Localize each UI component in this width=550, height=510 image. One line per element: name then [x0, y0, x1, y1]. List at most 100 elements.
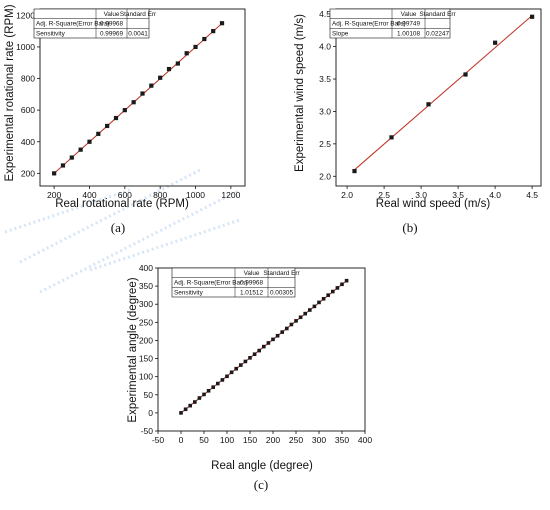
data-point — [344, 278, 349, 283]
data-point — [298, 315, 303, 320]
panel-caption: (b) — [402, 220, 417, 235]
y-tick-label: 100 — [139, 372, 153, 382]
data-point — [211, 29, 216, 34]
data-point — [193, 44, 198, 50]
x-tick-label: 800 — [153, 190, 167, 200]
x-axis-label: Real wind speed (m/s) — [376, 198, 491, 210]
data-point — [96, 131, 101, 136]
fit-table-cell: 1.01512 — [240, 289, 264, 296]
y-tick-label: -50 — [141, 426, 154, 436]
data-point — [317, 300, 321, 305]
fit-table-cell: 0.0041 — [128, 30, 148, 37]
data-point — [321, 296, 326, 301]
watermark-streak — [19, 168, 201, 264]
y-tick-label: 800 — [21, 74, 35, 84]
data-point — [294, 319, 298, 323]
data-point — [229, 370, 234, 375]
x-tick-label: 2.0 — [341, 190, 353, 200]
x-tick-label: 100 — [220, 435, 234, 445]
x-tick-label: 200 — [266, 435, 280, 445]
y-axis-label: Experimental angle (degree) — [127, 277, 139, 422]
data-point — [219, 21, 225, 26]
x-tick-label: 150 — [243, 435, 257, 445]
data-point — [78, 147, 83, 152]
fit-table: Value Standard Err Adj. R-Square(Error Bar… — [329, 8, 456, 39]
x-tick-label: 250 — [289, 435, 303, 445]
y-tick-label: 4.5 — [319, 9, 331, 19]
data-point — [206, 388, 211, 393]
data-point — [280, 330, 284, 334]
data-point — [335, 286, 340, 290]
data-point — [105, 123, 110, 129]
y-tick-label: 200 — [139, 335, 153, 345]
y-tick-label: 0 — [148, 408, 153, 418]
y-tick-label: 350 — [139, 281, 153, 291]
x-tick-label: 600 — [118, 190, 132, 200]
fit-table-cell: 0.99968 — [240, 280, 264, 287]
data-point — [285, 326, 289, 331]
data-point — [530, 14, 535, 19]
x-tick-label: 2.5 — [378, 190, 390, 200]
data-point — [326, 293, 330, 297]
fit-table-header: Value — [104, 11, 120, 18]
fit-line — [354, 15, 533, 171]
fit-table-cell: Adj. R-Square(Error Bars) — [332, 21, 406, 28]
data-point — [262, 344, 266, 349]
y-tick-label: 2.5 — [319, 139, 331, 149]
fit-table-header: Standard Err — [120, 11, 157, 18]
x-tick-label: 1000 — [186, 190, 205, 200]
data-point — [179, 411, 183, 415]
fit-table-header: Value — [401, 11, 417, 18]
data-point — [312, 304, 317, 309]
x-axis-label: Real rotational rate (RPM) — [55, 198, 189, 210]
data-point — [184, 51, 189, 56]
y-tick-label: 50 — [144, 390, 154, 400]
y-tick-label: 4.0 — [319, 42, 331, 52]
x-tick-label: 3.5 — [452, 190, 464, 200]
y-tick-label: 1200 — [16, 10, 35, 20]
data-point — [158, 75, 163, 80]
data-point — [193, 400, 197, 404]
x-tick-label: 4.5 — [526, 190, 538, 200]
data-point — [202, 36, 207, 42]
y-tick-label: 3.5 — [319, 74, 331, 84]
fit-table-border — [33, 8, 150, 39]
y-tick-label: 1000 — [16, 42, 35, 52]
panel-caption: (c) — [254, 477, 268, 492]
data-point — [234, 366, 238, 371]
data-point — [188, 403, 192, 408]
data-point — [216, 381, 220, 386]
data-point — [331, 289, 335, 294]
data-point — [266, 341, 271, 345]
data-point — [175, 61, 180, 66]
x-tick-label: 400 — [358, 435, 372, 445]
x-tick-label: 400 — [82, 190, 96, 200]
x-tick-label: 50 — [199, 435, 209, 445]
x-tick-label: 0 — [179, 435, 184, 445]
x-tick-label: 1200 — [221, 190, 240, 200]
y-tick-label: 250 — [139, 317, 153, 327]
y-tick-label: 600 — [21, 105, 35, 115]
data-point — [113, 115, 119, 121]
fit-table-border — [329, 8, 451, 39]
y-axis-label: Experimental wind speed (m/s) — [294, 14, 306, 172]
data-point — [183, 407, 188, 412]
data-point — [149, 83, 154, 88]
data-point — [271, 337, 275, 342]
y-tick-label: 2.0 — [319, 171, 331, 181]
y-axis-label: Experimental rotational rate (RPM) — [4, 4, 16, 181]
fit-table-cell: 0.99969 — [100, 30, 124, 37]
y-tick-label: 150 — [139, 354, 153, 364]
data-point — [60, 163, 66, 168]
data-point — [211, 385, 215, 389]
data-point — [140, 91, 145, 96]
fit-table: Value Standard Err Adj. R-Square(Error Bar… — [33, 8, 157, 39]
data-point — [225, 374, 229, 379]
data-point — [239, 363, 243, 367]
data-point — [197, 396, 202, 400]
data-point — [69, 155, 74, 160]
fit-table-header: Standard Err — [419, 11, 456, 18]
data-point — [257, 348, 261, 353]
x-axis-label: Real angle (degree) — [211, 460, 313, 472]
